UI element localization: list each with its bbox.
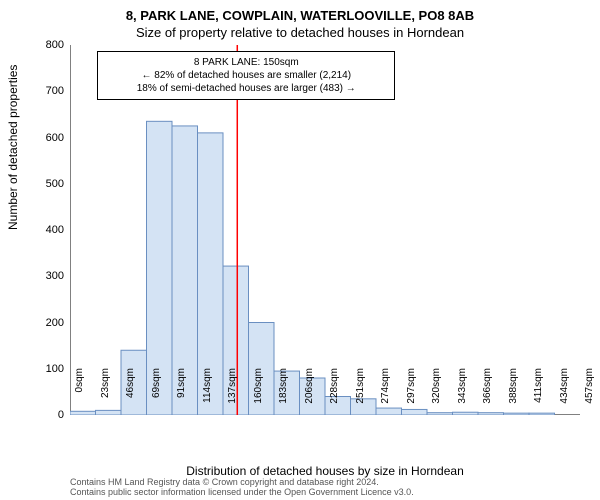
x-tick-label: 411sqm <box>533 368 544 418</box>
figure: 8, PARK LANE, COWPLAIN, WATERLOOVILLE, P… <box>0 0 600 500</box>
y-tick-label: 700 <box>46 85 64 97</box>
x-tick-label: 457sqm <box>584 368 595 418</box>
x-tick-label: 274sqm <box>380 368 391 418</box>
y-tick-label: 200 <box>46 317 64 329</box>
x-axis-label: Distribution of detached houses by size … <box>70 464 580 478</box>
annotation-line-3: 18% of semi-detached houses are larger (… <box>106 82 386 95</box>
x-tick-label: 0sqm <box>74 368 85 418</box>
y-tick-label: 600 <box>46 132 64 144</box>
x-tick-label: 91sqm <box>176 368 187 418</box>
y-tick-label: 800 <box>46 39 64 51</box>
x-tick-label: 388sqm <box>508 368 519 418</box>
footnote-line-2: Contains public sector information licen… <box>70 488 580 498</box>
histogram-svg <box>70 45 580 415</box>
page-title-subtitle: Size of property relative to detached ho… <box>0 25 600 40</box>
y-tick-label: 400 <box>46 224 64 236</box>
x-tick-label: 343sqm <box>457 368 468 418</box>
y-tick-label: 500 <box>46 178 64 190</box>
x-tick-label: 183sqm <box>278 368 289 418</box>
y-axis-label: Number of detached properties <box>6 65 20 230</box>
x-tick-label: 297sqm <box>406 368 417 418</box>
x-tick-label: 114sqm <box>202 368 213 418</box>
x-tick-label: 320sqm <box>431 368 442 418</box>
x-tick-label: 251sqm <box>355 368 366 418</box>
plot-area: 8 PARK LANE: 150sqm ← 82% of detached ho… <box>70 45 580 415</box>
annotation-callout: 8 PARK LANE: 150sqm ← 82% of detached ho… <box>97 51 395 100</box>
y-tick-label: 100 <box>46 363 64 375</box>
annotation-line-1: 8 PARK LANE: 150sqm <box>106 56 386 69</box>
x-tick-label: 137sqm <box>227 368 238 418</box>
y-tick-label: 300 <box>46 270 64 282</box>
x-tick-label: 434sqm <box>559 368 570 418</box>
annotation-line-2: ← 82% of detached houses are smaller (2,… <box>106 69 386 82</box>
y-tick-label: 0 <box>58 409 64 421</box>
footnote: Contains HM Land Registry data © Crown c… <box>70 478 580 498</box>
x-tick-label: 23sqm <box>100 368 111 418</box>
x-tick-label: 46sqm <box>125 368 136 418</box>
x-tick-label: 366sqm <box>482 368 493 418</box>
x-tick-label: 206sqm <box>304 368 315 418</box>
x-tick-label: 160sqm <box>253 368 264 418</box>
x-tick-label: 228sqm <box>329 368 340 418</box>
page-title-address: 8, PARK LANE, COWPLAIN, WATERLOOVILLE, P… <box>0 8 600 23</box>
x-tick-label: 69sqm <box>151 368 162 418</box>
